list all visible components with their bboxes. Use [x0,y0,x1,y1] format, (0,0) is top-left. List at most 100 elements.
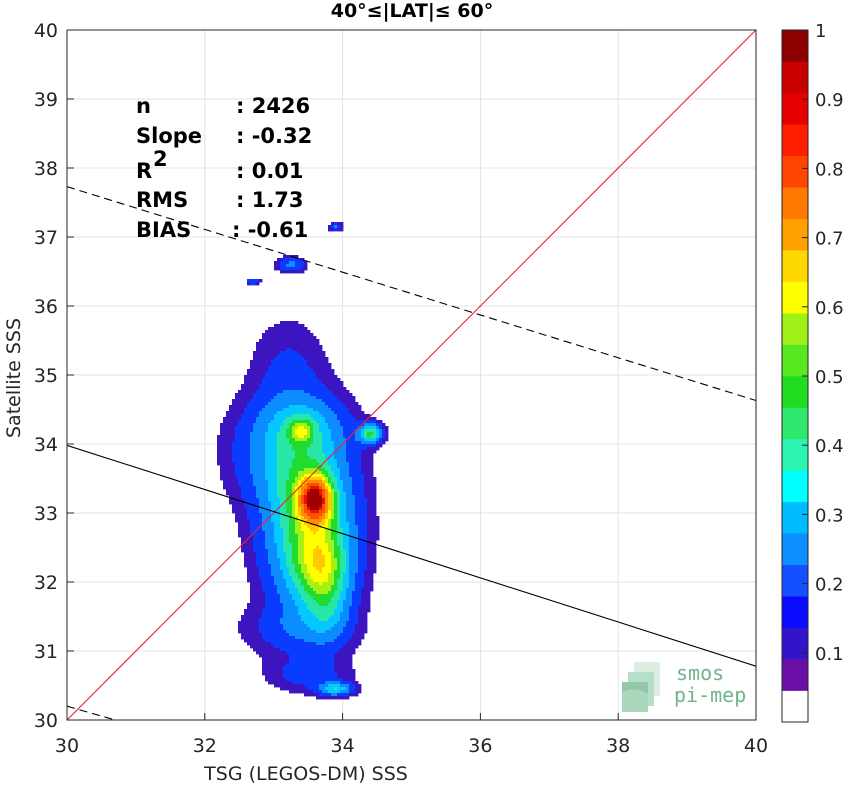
density-cell [352,681,356,685]
density-cell [262,462,266,466]
density-cell [259,348,263,352]
density-cell [361,525,365,529]
density-cell [352,486,356,490]
density-cell [331,492,335,496]
density-cell [265,378,269,382]
density-cell [301,417,305,421]
density-cell [253,414,257,418]
density-cell [355,540,359,544]
density-cell [232,402,236,406]
density-cell [256,363,260,367]
density-cell [292,321,296,325]
density-cell [295,666,299,670]
density-cell [358,480,362,484]
density-cell [271,594,275,598]
density-cell [355,519,359,523]
density-cell [346,441,350,445]
density-cell [259,429,263,433]
density-cell [250,546,254,550]
density-cell [271,372,275,376]
density-cell [262,381,266,385]
density-cell [331,459,335,463]
density-cell [274,363,278,367]
density-cell [274,522,278,526]
density-cell [271,339,275,343]
density-cell [364,474,368,478]
density-cell [301,540,305,544]
density-cell [265,654,269,658]
density-cell [313,534,317,538]
density-cell [355,405,359,409]
density-cell [346,531,350,535]
density-cell [253,426,257,430]
density-cell [343,675,347,679]
density-cell [289,549,293,553]
density-cell [235,504,239,508]
density-cell [313,609,317,613]
density-cell [358,636,362,640]
density-cell [334,582,338,586]
density-cell [337,441,341,445]
density-cell [283,471,287,475]
density-cell [268,393,272,397]
density-cell [364,528,368,532]
density-cell [343,621,347,625]
density-cell [271,597,275,601]
density-cell [295,402,299,406]
density-cell [352,618,356,622]
density-cell [292,657,296,661]
density-cell [271,462,275,466]
density-cell [346,462,350,466]
density-cell [340,420,344,424]
density-cell [346,411,350,415]
density-cell [307,570,311,574]
density-cell [271,375,275,379]
density-cell [334,642,338,646]
density-cell [313,519,317,523]
density-cell [325,408,329,412]
density-cell [355,516,359,520]
density-cell [310,411,314,415]
density-cell [265,384,269,388]
density-cell [319,576,323,580]
density-cell [331,555,335,559]
density-cell [349,525,353,529]
density-cell [349,618,353,622]
density-cell [283,666,287,670]
density-cell [313,657,317,661]
density-cell [280,258,284,262]
density-cell [316,693,320,697]
density-cell [295,429,299,433]
density-cell [346,474,350,478]
density-cell [283,570,287,574]
density-cell [307,375,311,379]
density-cell [253,474,257,478]
density-cell [229,447,233,451]
density-cell [250,567,254,571]
density-cell [355,447,359,451]
density-cell [298,447,302,451]
density-cell [349,432,353,436]
density-cell [337,672,341,676]
density-cell [241,519,245,523]
density-cell [301,510,305,514]
density-cell [280,606,284,610]
density-cell [358,468,362,472]
density-cell [247,555,251,559]
density-cell [331,591,335,595]
density-cell [250,477,254,481]
density-cell [256,435,260,439]
density-cell [310,339,314,343]
density-cell [295,471,299,475]
density-cell [319,363,323,367]
density-cell [364,513,368,517]
density-cell [319,609,323,613]
density-cell [232,468,236,472]
density-cell [235,423,239,427]
density-cell [343,666,347,670]
density-cell [262,645,266,649]
density-cell [352,432,356,436]
density-cell [286,558,290,562]
density-cell [283,363,287,367]
density-cell [262,345,266,349]
